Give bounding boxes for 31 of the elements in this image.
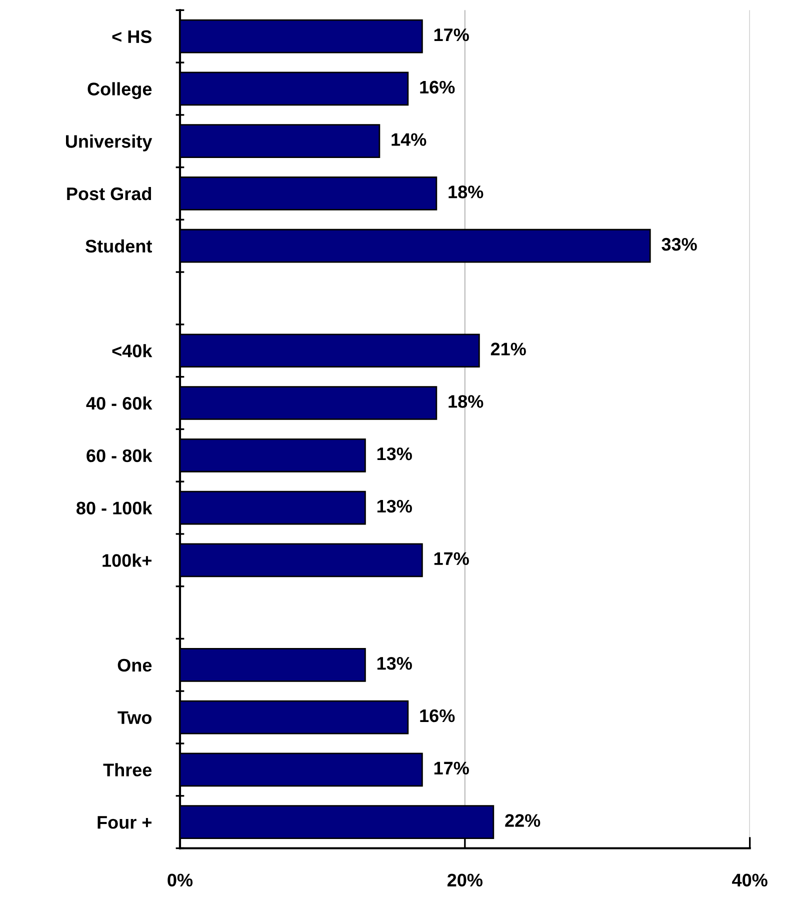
data-label: 22%	[505, 814, 540, 827]
data-label: 33%	[662, 238, 697, 251]
data-label: 17%	[434, 28, 469, 42]
y-tick-label: 60 - 80k	[86, 448, 152, 462]
data-label: 16%	[420, 709, 455, 722]
data-label: 14%	[392, 133, 426, 146]
x-tick-label: 0%	[168, 874, 193, 886]
y-tick-label: 80 - 100k	[76, 501, 152, 514]
data-label: 18%	[448, 395, 484, 408]
y-tick-label: College	[88, 82, 152, 100]
x-tick-label: 20%	[447, 874, 483, 886]
y-tick-label: Post Grad	[67, 186, 152, 200]
y-tick-label: < HS	[112, 30, 152, 44]
y-tick-label: Four +	[98, 816, 152, 829]
y-tick-label: 100k+	[102, 554, 152, 567]
y-tick-label: Two	[118, 711, 152, 724]
data-label: 17%	[434, 762, 469, 774]
data-label: 17%	[434, 552, 469, 565]
y-tick-label: <40k	[112, 344, 152, 358]
y-tick-label: 40 - 60k	[86, 396, 152, 410]
data-label: 13%	[377, 656, 412, 670]
data-label: 21%	[490, 342, 526, 356]
y-tick-label: Three	[103, 763, 152, 776]
data-label: 16%	[420, 80, 455, 94]
x-tick-label: 40%	[732, 874, 768, 886]
y-tick-label: University	[66, 134, 152, 152]
y-tick-label: Student	[86, 239, 152, 253]
data-label: 13%	[377, 447, 412, 460]
y-tick-label: One	[118, 658, 152, 672]
data-label: 18%	[448, 186, 484, 198]
data-label: 13%	[377, 500, 412, 513]
